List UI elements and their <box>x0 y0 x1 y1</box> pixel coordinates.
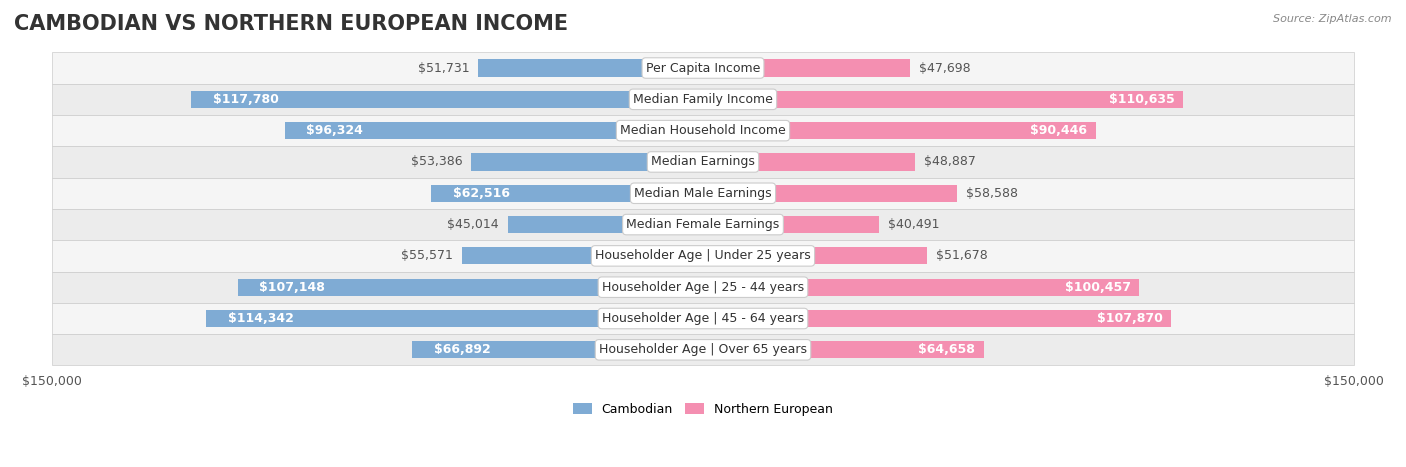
Text: $48,887: $48,887 <box>924 156 976 169</box>
FancyBboxPatch shape <box>703 153 915 170</box>
Text: Source: ZipAtlas.com: Source: ZipAtlas.com <box>1274 14 1392 24</box>
Text: $107,870: $107,870 <box>1097 312 1163 325</box>
Text: $90,446: $90,446 <box>1031 124 1087 137</box>
Text: $58,588: $58,588 <box>966 187 1018 200</box>
FancyBboxPatch shape <box>703 310 1171 327</box>
FancyBboxPatch shape <box>52 209 1354 240</box>
Text: Householder Age | Over 65 years: Householder Age | Over 65 years <box>599 343 807 356</box>
Text: Median Household Income: Median Household Income <box>620 124 786 137</box>
Text: Median Earnings: Median Earnings <box>651 156 755 169</box>
Text: $47,698: $47,698 <box>920 62 970 75</box>
Text: $110,635: $110,635 <box>1109 93 1175 106</box>
Text: $96,324: $96,324 <box>307 124 363 137</box>
Text: $64,658: $64,658 <box>918 343 976 356</box>
Text: $117,780: $117,780 <box>214 93 278 106</box>
FancyBboxPatch shape <box>52 334 1354 366</box>
FancyBboxPatch shape <box>461 247 703 264</box>
FancyBboxPatch shape <box>508 216 703 233</box>
Text: $66,892: $66,892 <box>434 343 491 356</box>
Text: $107,148: $107,148 <box>259 281 325 294</box>
Text: $51,678: $51,678 <box>936 249 988 262</box>
Text: Median Male Earnings: Median Male Earnings <box>634 187 772 200</box>
Text: $55,571: $55,571 <box>401 249 453 262</box>
FancyBboxPatch shape <box>703 184 957 202</box>
FancyBboxPatch shape <box>52 271 1354 303</box>
FancyBboxPatch shape <box>284 122 703 139</box>
Text: CAMBODIAN VS NORTHERN EUROPEAN INCOME: CAMBODIAN VS NORTHERN EUROPEAN INCOME <box>14 14 568 34</box>
Text: Householder Age | 45 - 64 years: Householder Age | 45 - 64 years <box>602 312 804 325</box>
FancyBboxPatch shape <box>412 341 703 359</box>
FancyBboxPatch shape <box>703 279 1139 296</box>
FancyBboxPatch shape <box>52 52 1354 84</box>
Text: $45,014: $45,014 <box>447 218 499 231</box>
FancyBboxPatch shape <box>703 341 984 359</box>
FancyBboxPatch shape <box>703 247 928 264</box>
Text: $114,342: $114,342 <box>228 312 294 325</box>
Text: $100,457: $100,457 <box>1064 281 1130 294</box>
FancyBboxPatch shape <box>471 153 703 170</box>
FancyBboxPatch shape <box>703 216 879 233</box>
FancyBboxPatch shape <box>238 279 703 296</box>
Text: $53,386: $53,386 <box>411 156 463 169</box>
FancyBboxPatch shape <box>703 59 910 77</box>
FancyBboxPatch shape <box>52 84 1354 115</box>
FancyBboxPatch shape <box>207 310 703 327</box>
FancyBboxPatch shape <box>432 184 703 202</box>
Text: Householder Age | 25 - 44 years: Householder Age | 25 - 44 years <box>602 281 804 294</box>
FancyBboxPatch shape <box>52 146 1354 177</box>
Text: Householder Age | Under 25 years: Householder Age | Under 25 years <box>595 249 811 262</box>
Text: $62,516: $62,516 <box>453 187 510 200</box>
FancyBboxPatch shape <box>52 240 1354 271</box>
Legend: Cambodian, Northern European: Cambodian, Northern European <box>568 398 838 421</box>
FancyBboxPatch shape <box>52 303 1354 334</box>
Text: Per Capita Income: Per Capita Income <box>645 62 761 75</box>
FancyBboxPatch shape <box>703 122 1095 139</box>
Text: $40,491: $40,491 <box>887 218 939 231</box>
FancyBboxPatch shape <box>191 91 703 108</box>
FancyBboxPatch shape <box>703 91 1184 108</box>
FancyBboxPatch shape <box>52 177 1354 209</box>
Text: Median Female Earnings: Median Female Earnings <box>627 218 779 231</box>
Text: $51,731: $51,731 <box>418 62 470 75</box>
Text: Median Family Income: Median Family Income <box>633 93 773 106</box>
FancyBboxPatch shape <box>478 59 703 77</box>
FancyBboxPatch shape <box>52 115 1354 146</box>
